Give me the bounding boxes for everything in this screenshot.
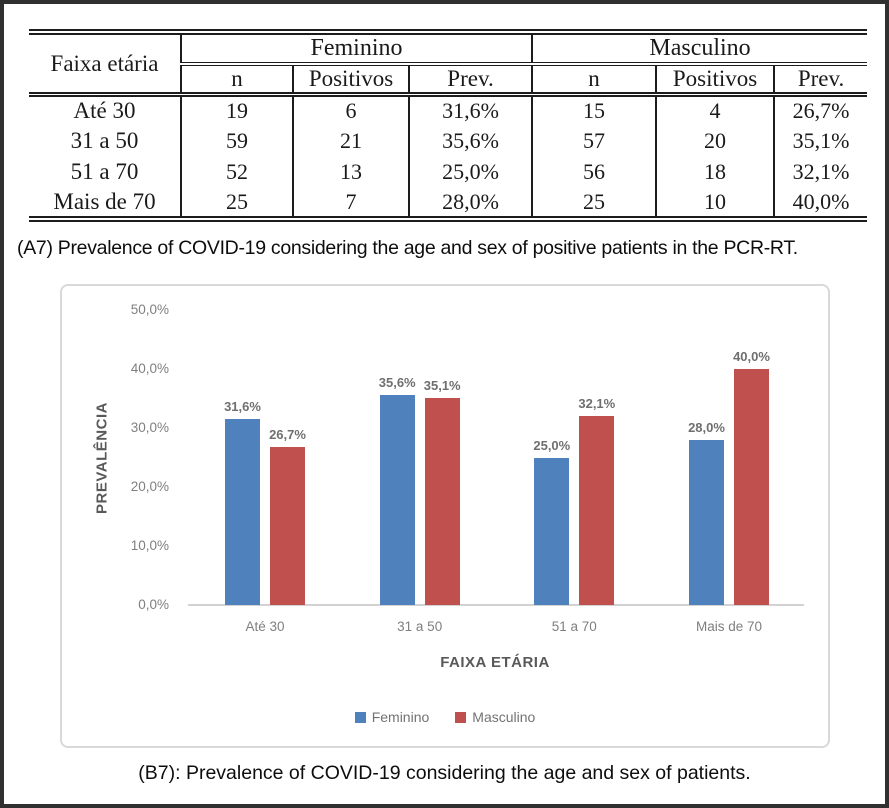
cell: 57 bbox=[532, 125, 658, 157]
bar-masculino-0 bbox=[270, 447, 305, 605]
legend-label: Masculino bbox=[472, 709, 536, 725]
y-tick-label: 30,0% bbox=[130, 420, 169, 435]
cell: 35,6% bbox=[409, 125, 534, 157]
x-category-label: Mais de 70 bbox=[695, 619, 763, 634]
table-row: 31 a 50 59 21 35,6% 57 20 35,1% bbox=[29, 125, 867, 157]
cell: 52 bbox=[181, 156, 294, 188]
bar-value-label: 31,6% bbox=[224, 398, 261, 414]
subheader-n: n bbox=[181, 64, 294, 97]
x-category-label: Até 30 bbox=[245, 619, 285, 634]
x-category-label: 51 a 70 bbox=[551, 619, 597, 634]
caption-b7: (B7): Prevalence of COVID-19 considering… bbox=[138, 762, 751, 784]
bar-feminino-0 bbox=[225, 418, 260, 605]
legend-item-masculino: Masculino bbox=[455, 709, 535, 725]
subheader-prev: Prev. bbox=[774, 64, 868, 97]
y-tick-label: 40,0% bbox=[130, 361, 169, 376]
bar-feminino-3 bbox=[689, 439, 724, 605]
cell: 26,7% bbox=[792, 98, 850, 124]
cell: 4 bbox=[656, 94, 776, 126]
subheader-positivos: Positivos bbox=[293, 64, 410, 97]
cell: 15 bbox=[532, 94, 658, 126]
cell: 10 bbox=[656, 187, 776, 219]
subheader-n: n bbox=[532, 64, 658, 97]
table-row: Mais de 70 25 7 28,0% 25 10 40,0% bbox=[29, 187, 867, 219]
legend-item-feminino: Feminino bbox=[354, 709, 430, 725]
cell: 32,1% bbox=[792, 159, 850, 184]
row-label: Mais de 70 bbox=[29, 187, 182, 219]
bar-value-label: 35,6% bbox=[378, 374, 416, 390]
bar-masculino-3 bbox=[734, 369, 769, 605]
cell: 7 bbox=[293, 187, 410, 219]
legend-label: Feminino bbox=[371, 709, 430, 725]
group-header-feminino: Feminino bbox=[181, 32, 534, 66]
table-row: Até 30 19 6 31,6% 15 4 26,7% bbox=[29, 94, 867, 126]
x-axis-line bbox=[188, 604, 804, 606]
bar-value-label: 28,0% bbox=[688, 419, 725, 435]
cell: 25,0% bbox=[409, 156, 534, 188]
bar-chart: PREVALÊNCIA 50,0% 40,0% 30,0% 20,0% 10,0% 0,0… bbox=[60, 284, 830, 748]
legend-swatch bbox=[354, 711, 366, 723]
caption-a7: (A7) Prevalence of COVID-19 considering … bbox=[17, 237, 798, 259]
bar-value-label: 40,0% bbox=[733, 349, 770, 364]
cell: 56 bbox=[532, 156, 658, 188]
cell: 13 bbox=[293, 156, 410, 188]
y-tick-label: 10,0% bbox=[130, 538, 169, 553]
table-row: 51 a 70 52 13 25,0% 56 18 32,1% bbox=[29, 156, 867, 188]
subheader-positivos: Positivos bbox=[656, 64, 776, 97]
cell: 18 bbox=[656, 156, 776, 188]
group-header-masculino: Masculino bbox=[532, 32, 868, 66]
bar-value-label: 35,1% bbox=[423, 377, 461, 393]
cell: 20 bbox=[656, 125, 776, 157]
y-tick-label: 20,0% bbox=[130, 479, 169, 494]
row-label: 51 a 70 bbox=[29, 156, 182, 188]
table-corner-header: Faixa etária bbox=[29, 32, 182, 97]
legend: Feminino Masculino bbox=[62, 707, 828, 727]
row-label: Até 30 bbox=[29, 94, 182, 126]
cell: 25 bbox=[181, 187, 294, 219]
cell: 31,6% bbox=[409, 94, 534, 126]
legend-swatch bbox=[455, 711, 467, 723]
bar-masculino-1 bbox=[424, 397, 460, 605]
bar-masculino-2 bbox=[579, 415, 615, 605]
cell: 19 bbox=[181, 94, 294, 126]
row-label: 31 a 50 bbox=[29, 125, 182, 157]
bar-value-label: 26,7% bbox=[269, 427, 306, 443]
prevalence-table: Faixa etária Feminino Masculino n Positi… bbox=[29, 29, 868, 222]
bar-value-label: 32,1% bbox=[578, 395, 616, 411]
y-tick-label: 50,0% bbox=[130, 302, 169, 317]
cell: 21 bbox=[293, 125, 410, 157]
y-tick-label: 0,0% bbox=[138, 597, 169, 612]
cell: 40,0% bbox=[792, 188, 850, 214]
x-axis-title: FAIXA ETÁRIA bbox=[440, 654, 550, 671]
x-category-label: 31 a 50 bbox=[397, 619, 443, 634]
cell: 25 bbox=[532, 187, 658, 219]
subheader-prev: Prev. bbox=[409, 64, 534, 97]
bar-feminino-2 bbox=[534, 457, 570, 605]
bar-value-label: 25,0% bbox=[533, 437, 571, 453]
bar-feminino-1 bbox=[379, 394, 415, 605]
cell: 59 bbox=[181, 125, 294, 157]
cell: 28,0% bbox=[409, 187, 534, 219]
cell: 35,1% bbox=[792, 128, 850, 153]
cell: 6 bbox=[293, 94, 410, 126]
